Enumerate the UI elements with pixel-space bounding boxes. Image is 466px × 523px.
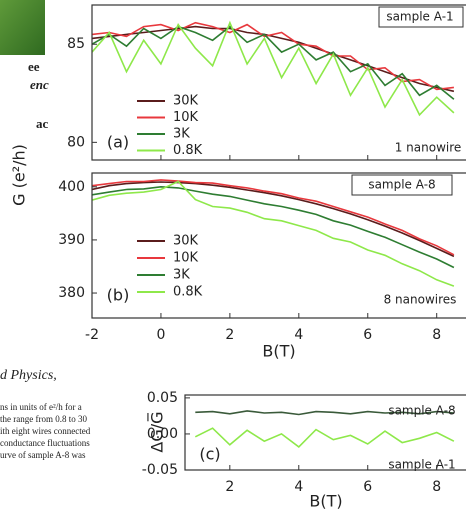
x-tick-label: 6 bbox=[363, 327, 372, 343]
photo-fragment bbox=[0, 0, 45, 55]
y-tick-label: 85 bbox=[67, 36, 85, 52]
x-tick-label: 6 bbox=[363, 479, 372, 495]
data-line bbox=[92, 21, 454, 91]
annotation: 8 nanowires bbox=[384, 293, 457, 307]
y-tick-label: 400 bbox=[58, 179, 85, 195]
legend-label: 10K bbox=[173, 251, 199, 266]
heading-fragment: ee bbox=[28, 59, 40, 74]
caption-line: urve of sample A-8 was bbox=[0, 450, 86, 460]
x-tick-label: 8 bbox=[432, 479, 441, 495]
caption-fragment: ns in units of e²/h for a the range from … bbox=[0, 402, 91, 460]
annotation: sample A-8 bbox=[368, 178, 435, 192]
y-tick-label: 80 bbox=[67, 134, 85, 150]
y-axis-label: G (e²/h) bbox=[10, 144, 29, 206]
data-line bbox=[92, 20, 455, 117]
x-tick-label: 4 bbox=[294, 479, 303, 495]
data-line bbox=[92, 25, 455, 100]
y-tick-label: 390 bbox=[58, 232, 85, 248]
x-tick-label: 2 bbox=[225, 327, 234, 343]
annotation-box bbox=[378, 6, 464, 28]
annotation-box bbox=[351, 174, 453, 196]
x-axis-label: B(T) bbox=[309, 492, 342, 511]
legend-label: 30K bbox=[173, 234, 199, 249]
data-line bbox=[92, 180, 455, 287]
heading-fragment: ac bbox=[36, 116, 49, 131]
caption-line: the range from 0.8 to 30 bbox=[0, 414, 87, 424]
annotation: (a) bbox=[107, 133, 129, 152]
caption-line: conductance fluctuations bbox=[0, 438, 90, 448]
annotation: 1 nanowire bbox=[395, 141, 462, 155]
y-tick-label: -0.05 bbox=[142, 462, 178, 478]
data-line bbox=[92, 185, 455, 269]
annotation: sample A-8 bbox=[388, 404, 455, 418]
axes-frame bbox=[91, 172, 466, 319]
x-axis-label: B(T) bbox=[262, 342, 295, 361]
x-tick-label: 0 bbox=[156, 327, 165, 343]
axes-frame bbox=[91, 4, 466, 161]
plot-area bbox=[92, 20, 455, 117]
heading-fragment: enc bbox=[30, 77, 49, 92]
journal-fragment: d Physics, bbox=[0, 368, 57, 383]
y-tick-label: 380 bbox=[58, 285, 85, 301]
caption-line: ns in units of e²/h for a bbox=[0, 402, 82, 412]
data-line bbox=[195, 410, 454, 416]
annotation: sample A-1 bbox=[386, 10, 453, 24]
legend-label: 0.8K bbox=[173, 143, 203, 158]
y-tick-label: 0.05 bbox=[147, 390, 178, 406]
legend-label: 30K bbox=[173, 94, 199, 109]
plot-area bbox=[92, 179, 455, 287]
data-line bbox=[92, 179, 455, 256]
annotation: (b) bbox=[107, 286, 130, 305]
legend-label: 3K bbox=[173, 268, 190, 283]
legend-label: 3K bbox=[173, 127, 190, 142]
y-axis-label: ΔG/G̅ bbox=[148, 411, 167, 452]
annotation: (c) bbox=[199, 445, 220, 464]
x-tick-label: 4 bbox=[294, 327, 303, 343]
legend-label: 0.8K bbox=[173, 285, 203, 300]
annotation: sample A-1 bbox=[388, 458, 455, 472]
data-line bbox=[194, 427, 455, 448]
x-tick-label: 8 bbox=[432, 327, 441, 343]
plot-area bbox=[194, 410, 455, 448]
caption-line: ith eight wires connected bbox=[0, 426, 91, 436]
legend-label: 10K bbox=[173, 110, 199, 125]
data-line bbox=[92, 181, 455, 258]
axes-frame bbox=[184, 394, 466, 471]
y-tick-label: 0.00 bbox=[147, 426, 178, 442]
x-tick-label: -2 bbox=[85, 327, 99, 343]
x-tick-label: 2 bbox=[225, 479, 234, 495]
